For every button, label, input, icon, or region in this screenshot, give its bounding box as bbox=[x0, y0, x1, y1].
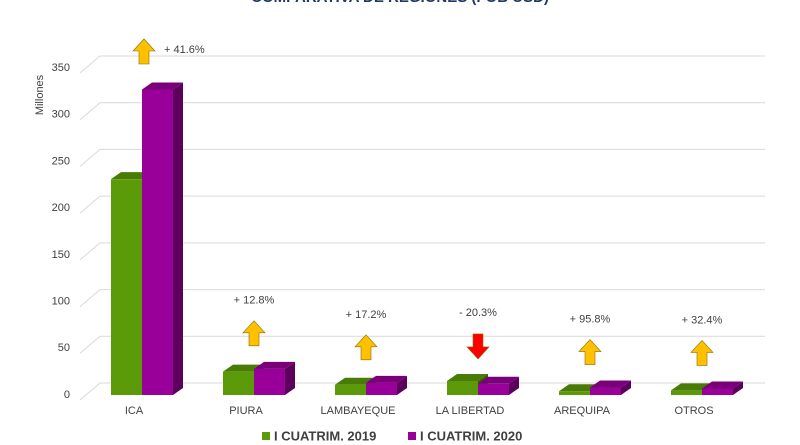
annotation: + 17.2% bbox=[346, 309, 387, 321]
trend-arrow bbox=[578, 339, 602, 365]
y-tick-label: 50 bbox=[58, 342, 70, 354]
y-tick-label: 250 bbox=[52, 155, 70, 167]
y-tick-label: 350 bbox=[52, 62, 70, 74]
annotation: + 12.8% bbox=[234, 295, 275, 307]
bar-top bbox=[142, 82, 183, 90]
bar-front bbox=[590, 387, 621, 395]
y-tick-label: 0 bbox=[64, 389, 70, 401]
trend-arrow bbox=[132, 38, 156, 65]
bar-front bbox=[702, 388, 733, 395]
bar-top bbox=[671, 383, 712, 391]
bar-front bbox=[447, 380, 478, 395]
bar-top bbox=[590, 380, 631, 388]
annotation: + 95.8% bbox=[570, 313, 611, 325]
x-tick-label: LAMBAYEQUE bbox=[321, 405, 396, 417]
bar-side bbox=[621, 380, 631, 395]
annotation: - 20.3% bbox=[459, 307, 497, 319]
bar-front bbox=[478, 383, 509, 395]
trend-arrow bbox=[242, 320, 266, 347]
y-tick-label: 200 bbox=[52, 202, 70, 214]
annotation: + 32.4% bbox=[682, 314, 723, 326]
y-tick-label: 150 bbox=[52, 249, 70, 261]
grid-line bbox=[79, 242, 765, 261]
bar-front bbox=[559, 391, 590, 395]
bar-front bbox=[335, 384, 366, 395]
legend-label: I CUATRIM. 2019 bbox=[274, 428, 376, 443]
x-tick-label: AREQUIPA bbox=[554, 405, 611, 417]
grid-line bbox=[79, 55, 765, 74]
trend-arrow bbox=[466, 333, 490, 360]
grid-line bbox=[79, 148, 765, 167]
bar-top bbox=[335, 377, 376, 385]
x-tick-label: LA LIBERTAD bbox=[436, 405, 505, 417]
bar bbox=[478, 376, 519, 395]
legend-label: I CUATRIM. 2020 bbox=[420, 428, 522, 443]
bar-front bbox=[671, 390, 702, 395]
bar bbox=[254, 361, 295, 395]
bar-front bbox=[366, 382, 397, 395]
bar-front bbox=[254, 368, 285, 395]
bar-side bbox=[285, 361, 295, 395]
y-axis-label: Millones bbox=[34, 74, 46, 115]
grid-line bbox=[79, 195, 765, 214]
bar-top bbox=[702, 381, 743, 389]
bar-top bbox=[254, 361, 295, 369]
grid-line bbox=[79, 382, 765, 401]
bar-top bbox=[559, 384, 600, 392]
bar bbox=[702, 381, 743, 395]
bar-side bbox=[509, 376, 519, 395]
bar-side bbox=[397, 375, 407, 395]
bar bbox=[366, 375, 407, 395]
annotation: + 41.6% bbox=[164, 44, 205, 56]
bar bbox=[590, 380, 631, 395]
x-tick-label: OTROS bbox=[674, 405, 713, 417]
grid-line bbox=[79, 335, 765, 354]
bar-top bbox=[111, 172, 152, 180]
bar-side bbox=[733, 381, 743, 395]
y-tick-label: 100 bbox=[52, 295, 70, 307]
bar-side bbox=[173, 82, 183, 395]
grid-line bbox=[79, 289, 765, 307]
bar bbox=[142, 82, 183, 395]
bar-front bbox=[223, 371, 254, 395]
x-tick-label: PIURA bbox=[229, 405, 263, 417]
legend-swatch bbox=[262, 432, 270, 440]
trend-arrow bbox=[354, 334, 378, 361]
x-tick-label: ICA bbox=[125, 405, 144, 417]
bar-top bbox=[223, 364, 264, 372]
chart-title: COMPARATIVA DE REGIONES (FOB USD) bbox=[251, 0, 549, 6]
grid-line bbox=[79, 102, 765, 121]
bar-front bbox=[142, 89, 173, 395]
bar-top bbox=[478, 376, 519, 384]
y-tick-label: 300 bbox=[52, 109, 70, 121]
bar-top bbox=[366, 375, 407, 383]
trend-arrow bbox=[690, 340, 714, 366]
bar-front bbox=[111, 179, 142, 395]
bar-top bbox=[447, 373, 488, 381]
legend-swatch bbox=[408, 432, 416, 440]
